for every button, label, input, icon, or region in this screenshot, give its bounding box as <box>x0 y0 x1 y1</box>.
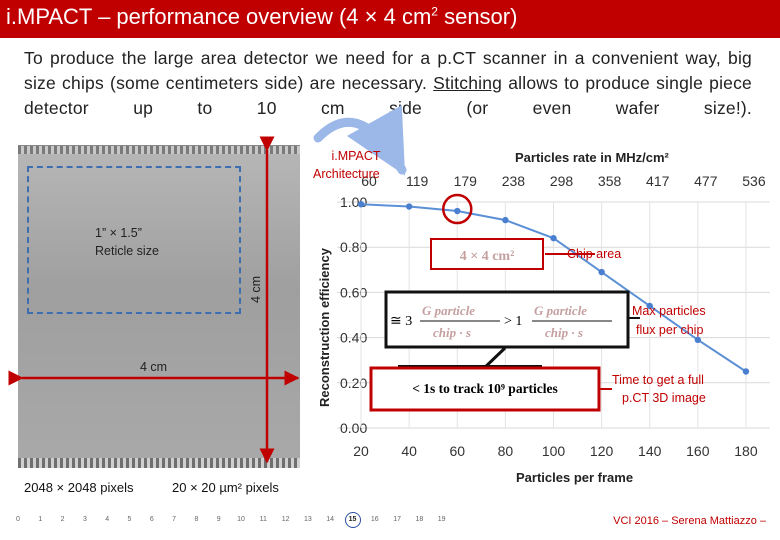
highlight-circle <box>442 193 473 225</box>
stitching-term: Stitching <box>433 73 503 93</box>
reticle-label-size: 1” × 1.5” <box>95 226 142 240</box>
footer-credit: VCI 2016 – Serena Mattiazzo – <box>613 515 766 527</box>
time-box <box>369 366 601 412</box>
top-tick-label: 417 <box>646 173 670 189</box>
slide-number[interactable]: 1 <box>38 516 43 523</box>
slide-title: i.MPACT – performance overview (4 × 4 cm… <box>6 4 518 29</box>
formula-gt: > 1 <box>504 314 522 329</box>
y-tick-label: 1.00 <box>340 194 367 210</box>
data-point <box>742 368 750 375</box>
top-tick-label: 298 <box>550 173 574 189</box>
slide-number[interactable]: 18 <box>415 516 424 523</box>
slide-number[interactable]: 13 <box>303 516 312 523</box>
slide-number-current[interactable]: 15 <box>344 512 361 528</box>
slide-number[interactable]: 10 <box>237 516 245 523</box>
slide-number[interactable]: 16 <box>370 516 379 523</box>
architecture-label-1: i.MPACT <box>331 149 381 163</box>
data-point <box>598 268 605 276</box>
data-point <box>646 302 653 310</box>
formula-den-2: chip · s <box>545 325 583 340</box>
data-point <box>550 234 557 242</box>
y-tick-label: 0.60 <box>340 284 367 300</box>
time-label-1: Time to get a full <box>612 373 704 387</box>
x-tick-label: 40 <box>401 443 417 459</box>
slide-number[interactable]: 7 <box>172 516 177 523</box>
data-point <box>357 201 365 208</box>
slide-number[interactable]: 8 <box>194 516 199 523</box>
y-tick-label: 0.20 <box>340 375 367 391</box>
chart-title: Particles rate in MHz/cm² <box>515 150 670 165</box>
formula-approx: ≅ 3 <box>390 314 412 329</box>
max-particles-label-1: Max particles <box>632 304 706 318</box>
reticle-label-name: Reticle size <box>95 244 159 258</box>
time-label-2: p.CT 3D image <box>622 391 706 405</box>
slide-number[interactable]: 17 <box>393 516 401 523</box>
top-tick-label: 358 <box>598 173 622 189</box>
formula-den-1: chip · s <box>433 325 471 340</box>
formula-box <box>384 290 630 349</box>
top-tick-label: 179 <box>454 173 478 189</box>
slide-number[interactable]: 3 <box>82 516 87 523</box>
efficiency-chart: 1.00 0.80 0.60 0.40 0.20 0.00 20 40 60 80 100 120 14… <box>317 150 770 485</box>
max-particles-label-2: flux per chip <box>636 323 704 337</box>
slide-number-strip: 0 1 2 3 4 5 6 7 8 9 10 11 12 13 14 15 16 17 18 19 <box>0 512 470 532</box>
data-point <box>454 207 461 215</box>
y-axis-label: Reconstruction efficiency <box>317 247 332 407</box>
slide-number[interactable]: 4 <box>105 516 110 523</box>
slide-number[interactable]: 6 <box>149 516 154 523</box>
y-tick-label: 0.80 <box>340 239 367 255</box>
chip-area-label: Chip area <box>567 247 622 261</box>
top-tick-label: 477 <box>694 173 718 189</box>
formula-num-2: G particle <box>534 303 587 318</box>
slide-number[interactable]: 2 <box>60 516 65 523</box>
slide-number[interactable]: 19 <box>437 516 446 523</box>
slide-number[interactable]: 9 <box>216 516 221 523</box>
reticle-outline <box>27 166 241 314</box>
slide-number[interactable]: 14 <box>326 516 335 523</box>
chip-area-box-text: 4 × 4 cm² <box>460 249 515 264</box>
slide-number[interactable]: 0 <box>16 516 20 523</box>
formula-num-1: G particle <box>422 303 475 318</box>
title-bar: i.MPACT – performance overview (4 × 4 cm… <box>0 0 780 38</box>
time-box-text: < 1s to track 10⁹ particles <box>412 381 558 396</box>
slide-number[interactable]: 12 <box>281 516 290 523</box>
top-tick-label: 238 <box>502 173 526 189</box>
y-tick-label: 0.00 <box>340 420 367 436</box>
x-tick-label: 60 <box>449 443 465 459</box>
x-axis-label: Particles per frame <box>516 470 633 485</box>
data-point <box>405 203 413 210</box>
architecture-pointer-arrow <box>313 105 407 176</box>
x-tick-label: 140 <box>638 443 662 459</box>
top-tick-label: 536 <box>742 173 766 189</box>
x-tick-label: 100 <box>542 443 566 459</box>
x-tick-label: 160 <box>686 443 710 459</box>
slide-number[interactable]: 5 <box>127 516 132 523</box>
architecture-label-2: Architecture <box>313 167 380 181</box>
y-tick-label: 0.40 <box>340 330 367 346</box>
chip-photo <box>18 145 300 468</box>
x-tick-label: 20 <box>353 443 369 459</box>
pixel-size-label: 20 × 20 µm² pixels <box>172 480 279 495</box>
slide-number[interactable]: 11 <box>259 516 267 523</box>
top-tick-label: 119 <box>406 173 429 189</box>
x-tick-label: 180 <box>734 443 758 459</box>
x-tick-label: 120 <box>590 443 614 459</box>
x-tick-label: 80 <box>498 443 514 459</box>
chip-area-box <box>430 238 544 270</box>
top-tick-label: 60 <box>361 173 377 189</box>
data-point <box>694 336 702 344</box>
pixel-count-label: 2048 × 2048 pixels <box>24 480 134 495</box>
data-point <box>502 216 509 224</box>
